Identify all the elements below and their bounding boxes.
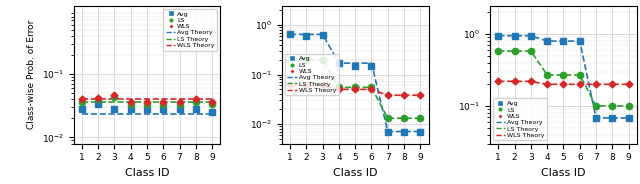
X-axis label: Class ID: Class ID — [125, 168, 169, 178]
Legend: Avg, LS, WLS, Avg Theory, LS Theory, WLS Theory: Avg, LS, WLS, Avg Theory, LS Theory, WLS… — [285, 54, 339, 95]
X-axis label: Class ID: Class ID — [333, 168, 378, 178]
Legend: Avg, LS, WLS, Avg Theory, LS Theory, WLS Theory: Avg, LS, WLS, Avg Theory, LS Theory, WLS… — [493, 98, 547, 140]
X-axis label: Class ID: Class ID — [541, 168, 586, 178]
Y-axis label: Class-wise Prob. of Error: Class-wise Prob. of Error — [27, 20, 36, 129]
Legend: Avg, LS, WLS, Avg Theory, LS Theory, WLS Theory: Avg, LS, WLS, Avg Theory, LS Theory, WLS… — [163, 9, 217, 51]
